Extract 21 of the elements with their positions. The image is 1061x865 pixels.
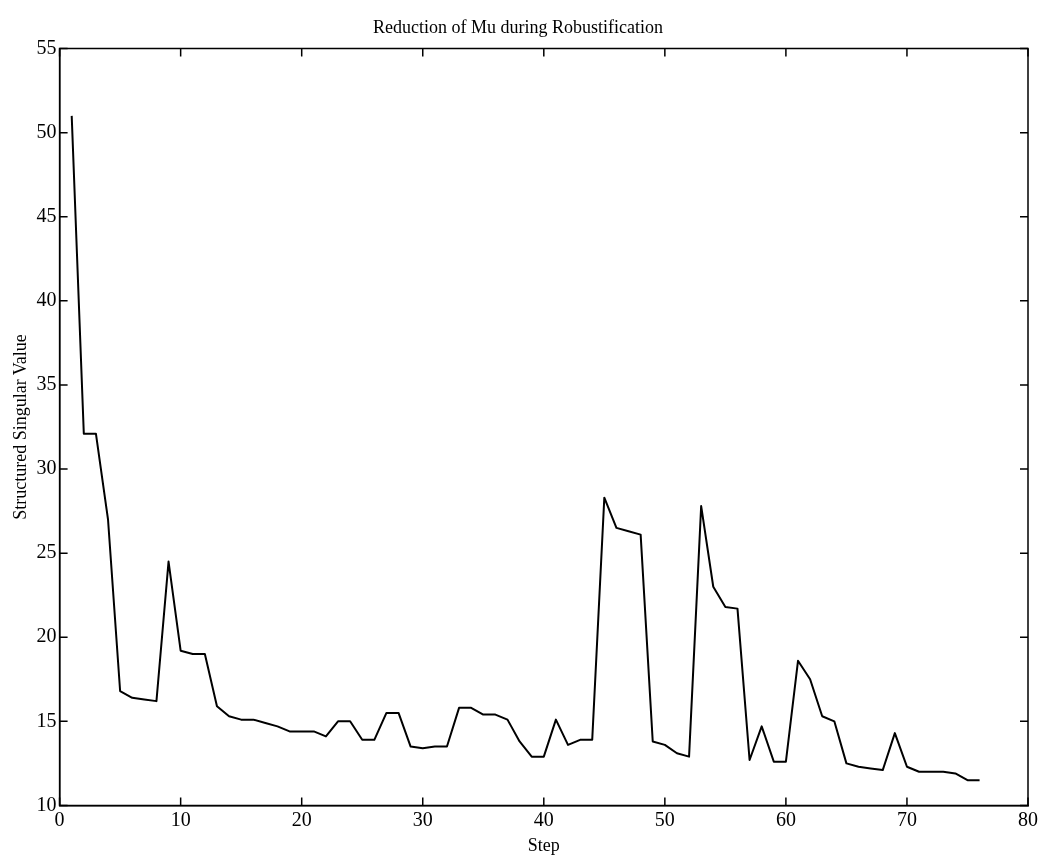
- y-tick-label: 15: [36, 708, 57, 731]
- y-tick-label: 25: [36, 540, 57, 563]
- x-tick-label: 80: [1018, 807, 1038, 830]
- y-axis-title: Structured Singular Value: [9, 334, 30, 520]
- y-tick-label: 45: [36, 204, 57, 227]
- chart-title: Reduction of Mu during Robustification: [373, 16, 663, 37]
- x-tick-label: 10: [170, 807, 191, 830]
- x-tick-label: 70: [896, 807, 917, 830]
- x-axis-title: Step: [527, 834, 560, 855]
- y-tick-label: 10: [36, 792, 57, 815]
- x-tick-label: 30: [412, 807, 433, 830]
- x-tick-label: 60: [775, 807, 796, 830]
- y-tick-label: 40: [36, 288, 57, 311]
- y-tick-label: 30: [36, 456, 57, 479]
- y-tick-label: 20: [36, 624, 57, 647]
- x-tick-label: 40: [533, 807, 554, 830]
- x-tick-label: 20: [291, 807, 312, 830]
- y-tick-label: 35: [36, 372, 57, 395]
- y-tick-label: 55: [36, 35, 57, 58]
- x-tick-label: 50: [654, 807, 675, 830]
- y-tick-label: 50: [36, 119, 57, 142]
